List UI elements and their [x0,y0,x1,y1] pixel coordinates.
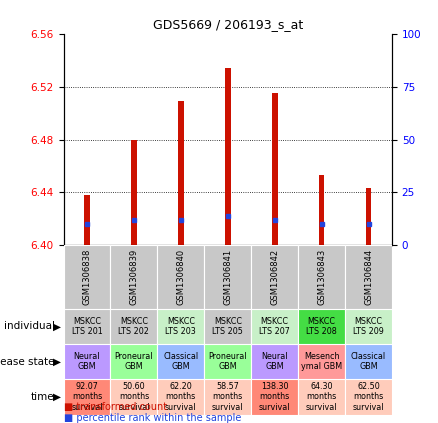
Text: ▶: ▶ [53,321,61,331]
Bar [345,309,392,344]
Text: Classical
GBM: Classical GBM [351,352,386,371]
Bar [178,101,184,245]
Text: ▶: ▶ [53,392,61,402]
Text: GSM1306841: GSM1306841 [223,249,232,305]
Bar [251,245,298,309]
Title: GDS5669 / 206193_s_at: GDS5669 / 206193_s_at [152,18,303,31]
Bar [204,309,251,344]
Text: GSM1306844: GSM1306844 [364,249,373,305]
Bar [131,140,137,245]
Text: individual: individual [4,321,55,331]
Bar [84,195,90,245]
Text: ▶: ▶ [53,357,61,367]
Text: MSKCC
LTS 203: MSKCC LTS 203 [166,317,196,336]
Text: MSKCC
LTS 202: MSKCC LTS 202 [118,317,149,336]
Bar [157,344,204,379]
Bar [110,344,157,379]
Bar [64,245,110,309]
Text: disease state: disease state [0,357,55,367]
Text: Proneural
GBM: Proneural GBM [208,352,247,371]
Bar [345,245,392,309]
Bar [251,379,298,415]
Text: 62.50
months
survival: 62.50 months survival [353,382,384,412]
Text: Proneural
GBM: Proneural GBM [115,352,153,371]
Bar [345,379,392,415]
Text: Neural
GBM: Neural GBM [74,352,100,371]
Bar [157,245,204,309]
Text: 64.30
months
survival: 64.30 months survival [306,382,337,412]
Bar [64,309,110,344]
Bar [298,245,345,309]
Bar [204,245,251,309]
Bar [345,344,392,379]
Text: GSM1306840: GSM1306840 [177,249,185,305]
Text: Classical
GBM: Classical GBM [163,352,198,371]
Bar [157,379,204,415]
Bar [110,379,157,415]
Text: 50.60
months
survival: 50.60 months survival [118,382,150,412]
Text: ■ transformed count: ■ transformed count [64,402,166,412]
Text: ■ percentile rank within the sample: ■ percentile rank within the sample [64,413,241,423]
Text: MSKCC
LTS 209: MSKCC LTS 209 [353,317,384,336]
Text: MSKCC
LTS 201: MSKCC LTS 201 [71,317,102,336]
Bar [298,379,345,415]
Text: Mesench
ymal GBM: Mesench ymal GBM [301,352,342,371]
Bar [64,379,110,415]
Text: GSM1306842: GSM1306842 [270,249,279,305]
Text: MSKCC
LTS 205: MSKCC LTS 205 [212,317,243,336]
Bar [110,245,157,309]
Text: 62.20
months
survival: 62.20 months survival [165,382,197,412]
Bar [204,344,251,379]
Bar [366,189,371,245]
Text: MSKCC
LTS 208: MSKCC LTS 208 [306,317,337,336]
Bar [298,309,345,344]
Bar [110,309,157,344]
Bar [251,309,298,344]
Bar [272,93,278,245]
Text: 138.30
months
survival: 138.30 months survival [259,382,290,412]
Text: GSM1306839: GSM1306839 [129,249,138,305]
Bar [298,344,345,379]
Text: GSM1306838: GSM1306838 [82,249,92,305]
Text: time: time [31,392,55,402]
Text: 58.57
months
survival: 58.57 months survival [212,382,244,412]
Text: Neural
GBM: Neural GBM [261,352,288,371]
Text: 92.07
months
survival: 92.07 months survival [71,382,103,412]
Bar [64,344,110,379]
Bar [204,379,251,415]
Bar [157,309,204,344]
Text: GSM1306843: GSM1306843 [317,249,326,305]
Bar [251,344,298,379]
Bar [319,175,325,245]
Bar [225,68,230,245]
Text: MSKCC
LTS 207: MSKCC LTS 207 [259,317,290,336]
